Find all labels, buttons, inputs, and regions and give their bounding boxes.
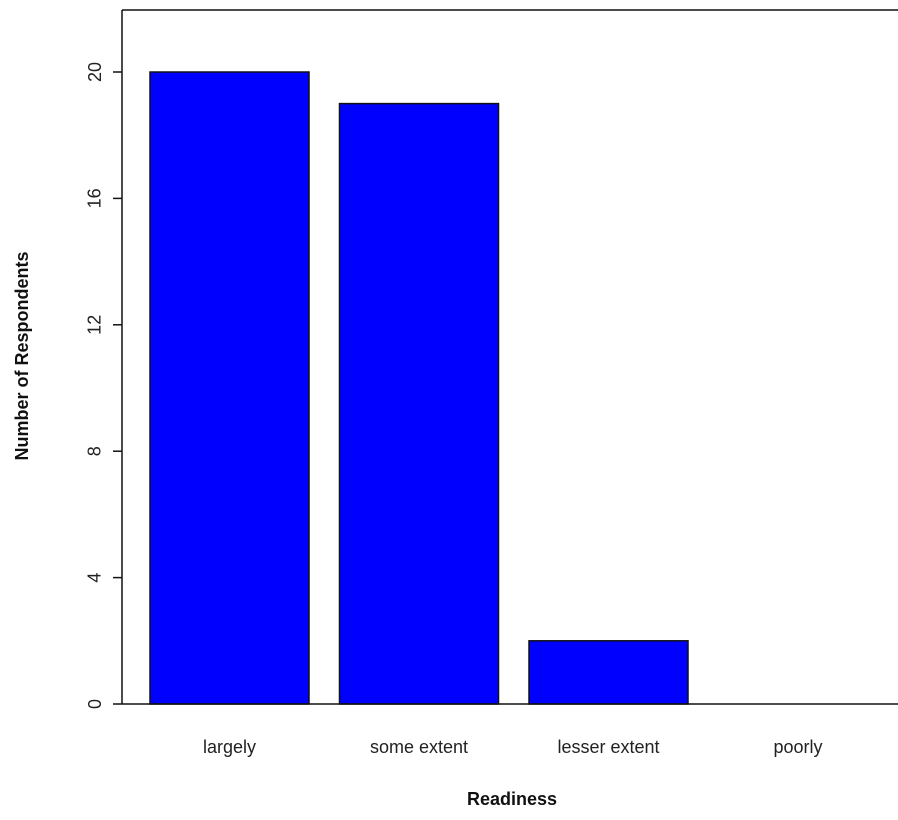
y-axis-title: Number of Respondents (12, 251, 32, 460)
y-tick-label-4: 4 (85, 573, 105, 583)
x-category-label: largely (203, 737, 256, 757)
bar-largely (149, 71, 310, 705)
bar-some-extent (338, 102, 500, 705)
x-axis-title: Readiness (467, 789, 557, 809)
y-tick-label-8: 8 (85, 446, 105, 456)
y-tick-label-0: 0 (85, 699, 105, 709)
y-tick-label-12: 12 (85, 315, 105, 335)
x-categories-group: largely some extent lesser extent poorly (203, 737, 823, 757)
x-category-label: poorly (773, 737, 822, 757)
bars-group (149, 71, 689, 705)
bar-lesser-extent (528, 640, 689, 705)
y-tick-label-16: 16 (85, 188, 105, 208)
x-category-label: some extent (370, 737, 468, 757)
x-category-label: lesser extent (557, 737, 659, 757)
y-tick-label-20: 20 (85, 62, 105, 82)
y-ticks-group: 0 4 8 12 16 20 (85, 62, 122, 709)
axes-group (121, 9, 898, 705)
